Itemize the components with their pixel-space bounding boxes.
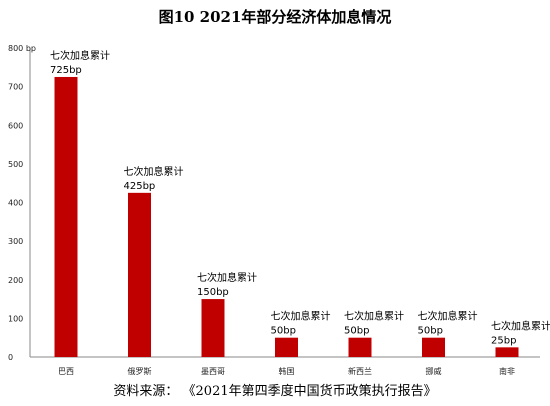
y-tick-label: 800 bp: [8, 44, 36, 53]
annotation-title: 七次加息累计: [197, 271, 257, 284]
annotation-title: 七次加息累计: [418, 310, 478, 323]
y-tick-label: 600: [8, 121, 23, 130]
bar-annotations: 七次加息累计 725bp 七次加息累计 425bp 七次加息累计 150bp 七次加息累计 5…: [50, 49, 550, 346]
annotation-value: 150bp: [197, 287, 229, 298]
annotation-title: 七次加息累计: [491, 319, 550, 332]
bar-1: [54, 76, 78, 357]
bar-7: [495, 347, 519, 357]
annotation-title: 七次加息累计: [124, 165, 184, 178]
annotation-value: 25bp: [491, 335, 516, 346]
bar-2: [128, 192, 151, 357]
bar-3: [201, 299, 225, 357]
bar-6: [422, 337, 445, 357]
bar-4: [275, 337, 298, 357]
annotation-value: 50bp: [271, 326, 296, 337]
x-tick-label: 墨西哥: [201, 367, 225, 376]
y-tick-label: 200: [8, 276, 23, 285]
annotation-title: 七次加息累计: [50, 49, 110, 62]
y-tick-label: 100: [8, 314, 23, 323]
source-note: 资料来源： 《2021年第四季度中国货币政策执行报告》: [113, 384, 437, 399]
x-tick-label: 挪威: [426, 366, 442, 376]
bars: [54, 76, 519, 357]
y-tick-label: 300: [8, 237, 23, 246]
x-tick-label: 巴西: [58, 367, 74, 376]
x-tick-label: 新西兰: [348, 366, 372, 376]
annotation-title: 七次加息累计: [344, 310, 404, 323]
x-tick-label: 俄罗斯: [128, 366, 152, 376]
bar-5: [348, 337, 372, 357]
y-tick-label: 400: [8, 199, 23, 208]
y-tick-label: 700: [8, 83, 23, 92]
annotation-title: 七次加息累计: [271, 310, 331, 323]
annotation-value: 725bp: [50, 65, 82, 76]
annotation-value: 50bp: [418, 326, 443, 337]
x-tick-label: 南非: [499, 366, 515, 376]
annotation-value: 50bp: [344, 326, 369, 337]
x-tick-label: 韩国: [279, 366, 295, 376]
annotation-value: 425bp: [124, 181, 156, 192]
y-tick-label: 0: [8, 353, 13, 362]
chart-title: 图10 2021年部分经济体加息情况: [158, 8, 392, 26]
y-tick-label: 500: [8, 160, 23, 169]
